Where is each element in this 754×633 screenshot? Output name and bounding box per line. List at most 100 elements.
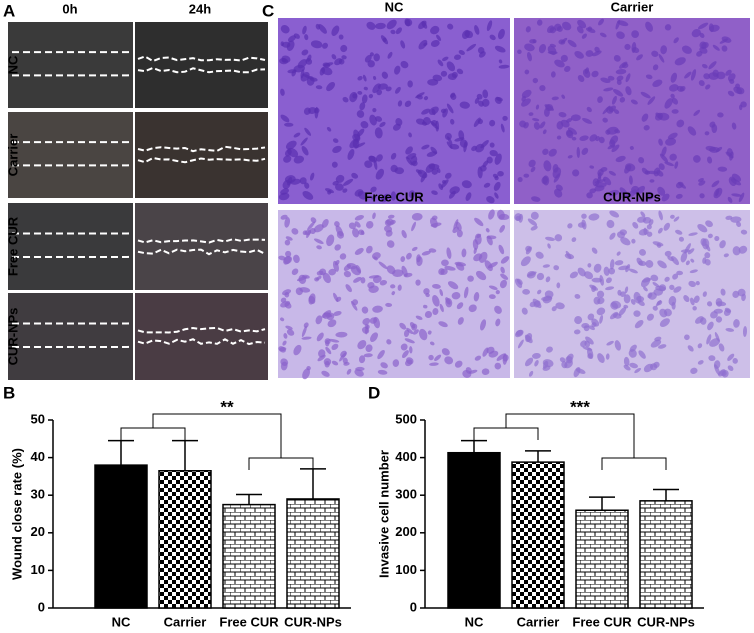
cell [698,80,705,87]
cell [539,85,546,92]
cell [683,295,690,303]
cell [673,216,680,222]
cell [482,160,489,168]
cell [291,268,299,276]
cell [629,145,634,150]
cell [425,163,436,173]
cell [488,285,498,291]
wound-edge [137,326,266,334]
cell [284,217,291,228]
micrograph [135,112,268,198]
cell [440,268,448,275]
cell [282,340,287,346]
cell [532,353,541,359]
cell [332,138,339,143]
cell [439,303,444,313]
cell [598,136,605,144]
cell [340,350,347,358]
cell [572,169,580,177]
x-tick-label: NC [112,614,131,629]
cell [606,219,615,229]
cell [557,26,563,32]
cell [520,256,531,267]
cell [304,127,312,136]
cell [405,359,413,367]
cell [283,255,291,265]
cell [310,40,323,49]
cell [650,274,659,282]
cell [517,339,524,349]
cell [335,296,342,302]
cell [589,134,598,142]
cell [699,41,707,49]
cell [532,298,542,309]
cell [463,286,469,299]
cell [303,107,311,115]
cell [515,215,522,221]
cell [636,185,646,194]
cell [629,344,637,352]
cell [646,231,653,237]
cell [658,138,663,146]
cell [455,262,465,271]
cell [357,340,367,350]
cell [369,317,378,324]
cell [603,176,612,186]
cell [576,146,581,159]
cell [411,246,418,252]
cell [732,246,741,256]
bar [286,498,340,609]
cell [301,49,309,56]
cell [309,228,316,234]
cell [709,24,720,32]
cell [441,179,449,188]
cell [693,109,701,116]
cell [442,56,449,62]
cell [363,86,368,91]
cell [524,43,535,52]
cell [689,269,698,274]
cell [278,346,286,353]
cell [400,60,409,69]
error-bar [236,493,262,505]
cell [373,75,377,80]
cell [586,192,593,199]
cell [287,35,296,43]
cell [386,339,392,345]
cell [302,191,314,200]
cell [545,236,556,242]
cell [676,270,684,276]
y-tick-label: 300 [395,487,417,502]
cell [605,286,615,291]
cell [517,49,522,55]
cell [284,239,291,246]
cell [574,294,581,299]
cell [416,254,421,263]
row-label: Free CUR [5,216,20,276]
cell [278,192,290,201]
cell [733,319,740,328]
cell [315,315,323,325]
cell [705,84,711,90]
error-bar [108,439,134,466]
cell [593,263,602,273]
image-label: Carrier [611,0,654,14]
cell [474,355,482,361]
micrograph [135,293,268,380]
cell [459,101,470,109]
cell [489,34,496,41]
column-label: 24h [189,1,211,16]
cell [284,122,294,127]
cell [570,114,581,122]
cell [587,313,595,321]
cell [356,110,365,118]
cell [646,224,652,230]
cell [360,230,365,235]
bracket [473,427,539,440]
cell [331,343,339,351]
cell [522,289,531,295]
cell [664,98,673,109]
cell [594,185,605,192]
cell [690,367,698,374]
cell [432,308,439,315]
